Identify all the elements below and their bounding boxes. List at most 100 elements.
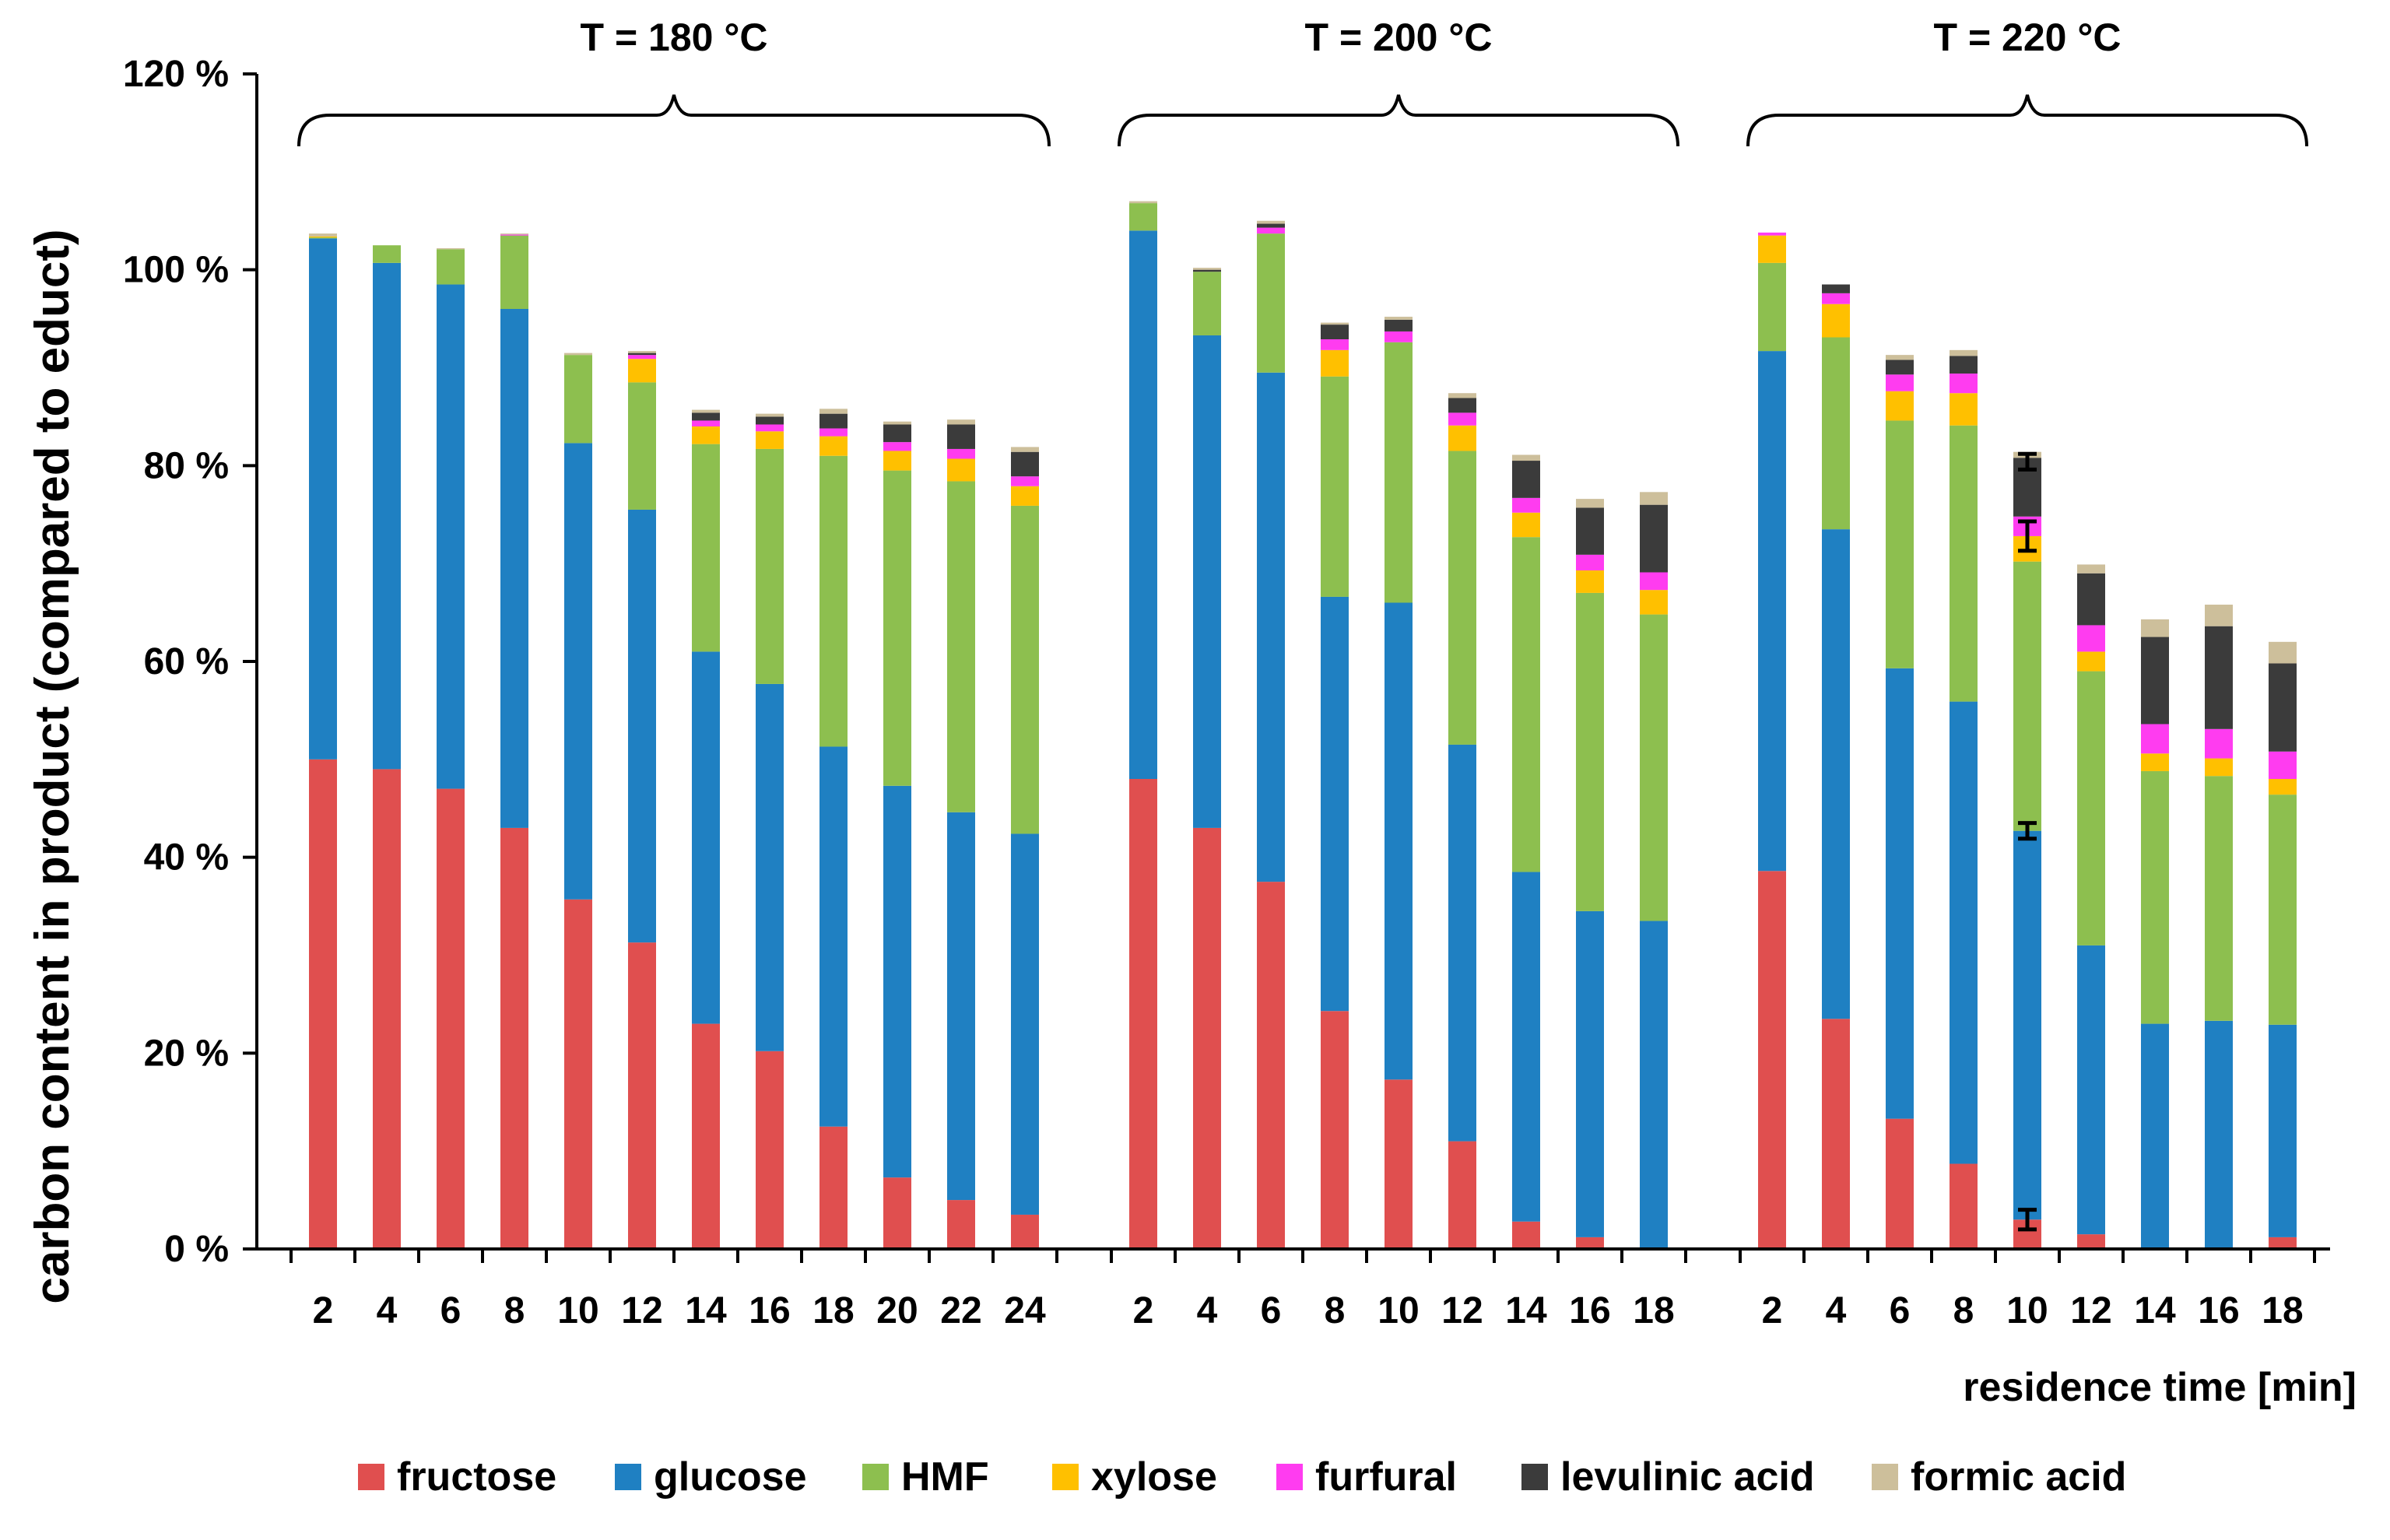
bar-segment-furfural <box>1512 497 1540 513</box>
legend-label: furfural <box>1315 1454 1457 1500</box>
bar-segment-formic-acid <box>1011 447 1039 452</box>
bar-segment-glucose <box>2269 1024 2297 1237</box>
bar-segment-levulinic-acid <box>1886 360 1914 375</box>
bar-segment-fructose <box>2269 1237 2297 1249</box>
legend-label: formic acid <box>1911 1454 2126 1500</box>
bar-segment-glucose <box>1257 372 1285 882</box>
bar-segment-levulinic-acid <box>692 412 720 421</box>
group-label: T = 180 °C <box>581 16 768 59</box>
bar-segment-HMF <box>309 237 337 239</box>
legend: fructose glucose HMF xylose furfural levulini… <box>358 1454 2126 1500</box>
bar-segment-levulinic-acid <box>947 424 975 449</box>
bar-segment-glucose <box>437 284 465 789</box>
bar-segment-HMF <box>628 382 656 510</box>
bar-segment-levulinic-acid <box>819 413 848 429</box>
x-tick-label: 2 <box>313 1290 334 1331</box>
bar-segment-fructose <box>947 1200 975 1249</box>
bar-segment-fructose <box>309 759 337 1249</box>
bar-segment-glucose <box>947 812 975 1201</box>
bar-segment-furfural <box>1886 374 1914 391</box>
group-label: T = 200 °C <box>1305 16 1493 59</box>
bar-segment-furfural <box>1950 374 1978 394</box>
bar-segment-HMF <box>1758 262 1786 352</box>
bar-segment-glucose <box>1886 668 1914 1119</box>
bar-segment-fructose <box>1512 1221 1540 1249</box>
bar-segment-xylose <box>1448 425 1476 451</box>
bar-segment-glucose <box>1512 872 1540 1222</box>
y-axis-label: carbon content in product (compared to e… <box>26 229 79 1303</box>
bar-segment-furfural <box>1385 331 1413 342</box>
bar-segment-xylose <box>1011 486 1039 506</box>
x-tick-label: 16 <box>2198 1290 2239 1331</box>
bar-segment-xylose <box>2141 753 2169 771</box>
bar-segment-fructose <box>564 899 592 1249</box>
bar-segment-levulinic-acid <box>1257 223 1285 228</box>
bar-segment-glucose <box>1822 529 1850 1019</box>
bar-segment-glucose <box>1950 701 1978 1164</box>
bar-segment-HMF <box>1576 592 1604 911</box>
bar-segment-xylose <box>1576 570 1604 593</box>
x-tick-label: 12 <box>2070 1290 2111 1331</box>
bar-segment-furfural <box>947 448 975 459</box>
x-tick-label: 6 <box>440 1290 462 1331</box>
bar-segment-formic-acid <box>1512 454 1540 461</box>
x-tick-label: 6 <box>1261 1290 1282 1331</box>
bar-segment-xylose <box>1640 590 1668 615</box>
y-tick-label: 120 % <box>123 54 229 95</box>
bar-segment-formic-acid <box>1640 492 1668 505</box>
bar-segment-xylose <box>2077 651 2105 672</box>
x-tick-label: 4 <box>377 1290 398 1331</box>
bar-segment-xylose <box>1758 235 1786 263</box>
bars-layer <box>309 201 2297 1249</box>
legend-label: xylose <box>1091 1454 1217 1500</box>
legend-swatch-fructose <box>358 1464 384 1490</box>
bar-segment-HMF <box>1011 505 1039 834</box>
bar-segment-levulinic-acid <box>756 416 784 425</box>
bar-segment-fructose <box>1576 1237 1604 1249</box>
bar-segment-levulinic-acid <box>2077 573 2105 626</box>
bar-segment-formic-acid <box>437 247 465 250</box>
x-tick-label: 10 <box>1377 1290 1419 1331</box>
bar-segment-formic-acid <box>947 419 975 425</box>
bar-segment-glucose <box>2205 1020 2233 1249</box>
bar-segment-HMF <box>1822 337 1850 530</box>
bar-segment-formic-acid <box>1886 355 1914 360</box>
bar-segment-glucose <box>1640 921 1668 1249</box>
bar-segment-HMF <box>2013 561 2041 831</box>
group-brace <box>297 94 1051 147</box>
x-tick-label: 22 <box>940 1290 981 1331</box>
bar-segment-formic-acid <box>309 233 337 237</box>
bar-segment-furfural <box>1321 339 1349 350</box>
bar-segment-fructose <box>1129 779 1157 1249</box>
bar-segment-fructose <box>373 769 401 1249</box>
bar-segment-levulinic-acid <box>1950 356 1978 374</box>
group-label: T = 220 °C <box>1934 16 2122 59</box>
bar-segment-furfural <box>2269 751 2297 779</box>
group-brace <box>1746 94 2308 147</box>
bar-segment-fructose <box>1448 1141 1476 1249</box>
bar-segment-formic-acid <box>500 233 528 235</box>
x-tick-label: 10 <box>557 1290 598 1331</box>
bar-segment-HMF <box>947 481 975 812</box>
bar-segment-HMF <box>373 245 401 263</box>
bar-segment-xylose <box>947 458 975 482</box>
bar-segment-fructose <box>883 1177 911 1249</box>
bar-segment-fructose <box>692 1023 720 1249</box>
bar-segment-levulinic-acid <box>883 424 911 443</box>
bar-segment-xylose <box>883 451 911 471</box>
bar-segment-glucose <box>2077 945 2105 1235</box>
bar-segment-levulinic-acid <box>1193 269 1221 272</box>
bar-segment-fructose <box>1321 1011 1349 1249</box>
bar-segment-xylose <box>628 359 656 383</box>
x-tick-label: 18 <box>1633 1290 1674 1331</box>
x-tick-label: 6 <box>1890 1290 1911 1331</box>
bar-segment-glucose <box>692 651 720 1024</box>
bar-segment-furfural <box>756 424 784 432</box>
bar-segment-HMF <box>1886 420 1914 668</box>
bar-segment-glucose <box>564 443 592 900</box>
error-bars-layer <box>2018 451 2037 1232</box>
bar-segment-xylose <box>2269 779 2297 795</box>
bar-segment-levulinic-acid <box>1512 461 1540 498</box>
y-tick-label: 20 % <box>144 1033 229 1074</box>
bar-segment-furfural <box>500 234 528 236</box>
